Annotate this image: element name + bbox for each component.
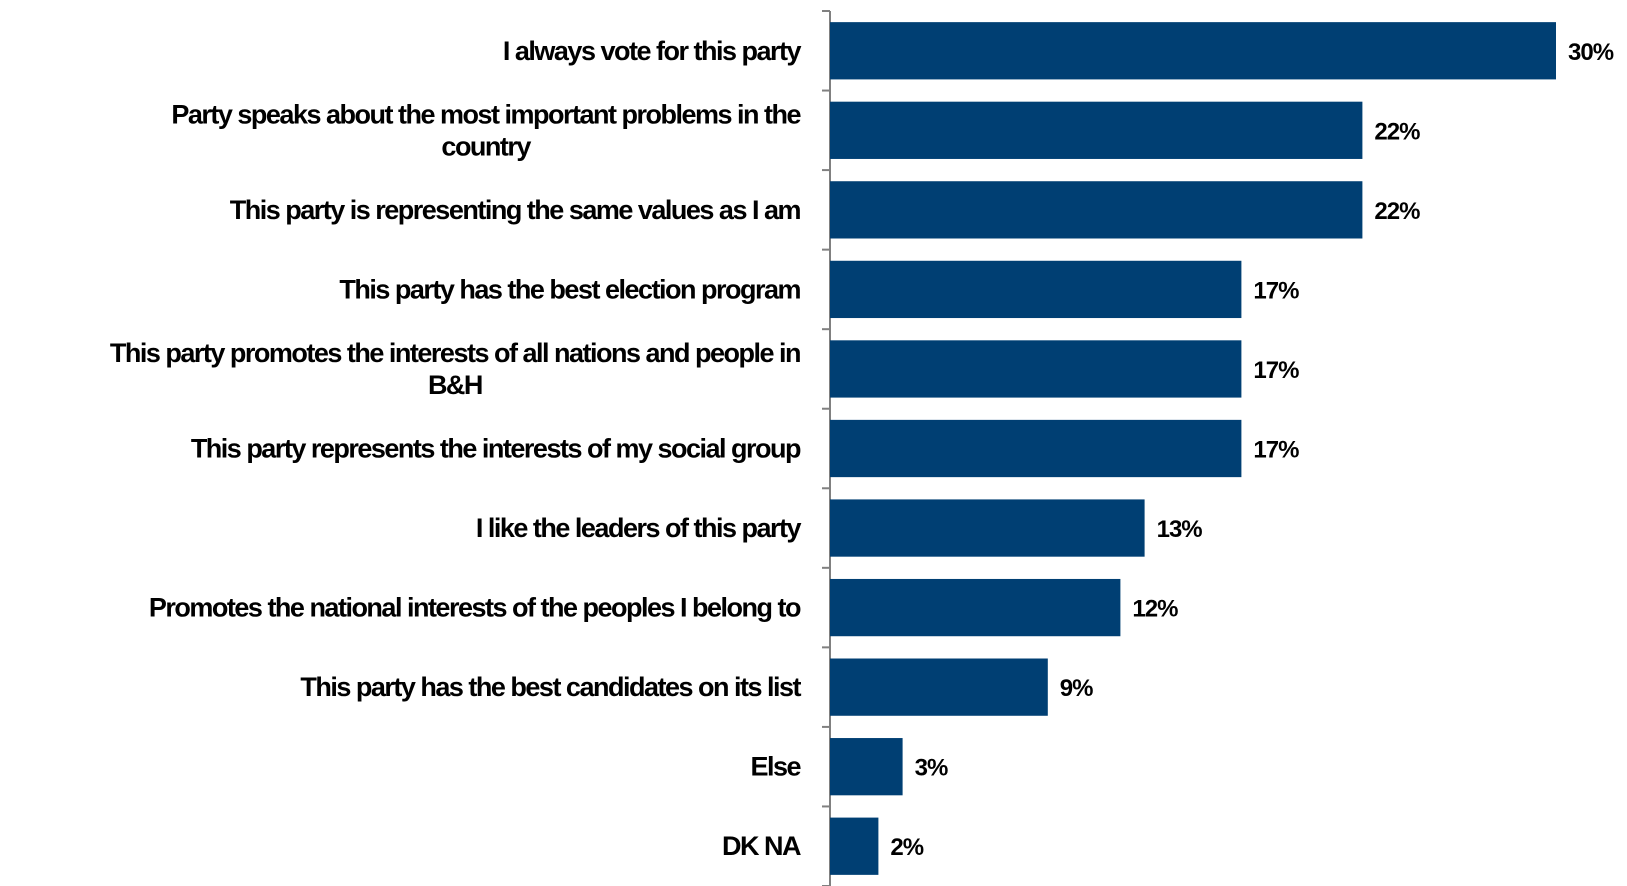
category-label-line: Party speaks about the most important pr… (171, 99, 801, 129)
bar (830, 22, 1556, 80)
bar-value-label: 9% (1060, 675, 1093, 702)
bar (830, 817, 879, 875)
bar-value-label: 2% (890, 834, 923, 861)
category-label-line: Else (750, 752, 801, 782)
bar (830, 738, 903, 796)
category-label: I always vote for this party (503, 36, 802, 66)
bar-value-label: 17% (1253, 357, 1299, 384)
bar (830, 419, 1242, 478)
category-labels-layer: I always vote for this party Party speaks… (110, 36, 803, 861)
category-label: Promotes the national interests of the p… (149, 593, 801, 623)
category-label-line: country (441, 131, 531, 161)
bar-value-label: 22% (1374, 118, 1420, 145)
category-label: This party has the best election program (339, 274, 800, 304)
category-label-line: This party promotes the interests of all… (110, 338, 800, 368)
category-label: I like the leaders of this party (476, 513, 802, 543)
category-label-line: Promotes the national interests of the p… (149, 593, 801, 623)
category-label-line: This party is representing the same valu… (230, 195, 801, 225)
category-label: This party promotes the interests of all… (110, 338, 800, 400)
bar (830, 658, 1048, 716)
category-label-line: I always vote for this party (503, 36, 802, 66)
category-label-line: This party has the best candidates on it… (300, 672, 801, 702)
category-label-line: B&H (428, 370, 482, 400)
category-label: This party represents the interests of m… (191, 434, 801, 464)
category-label-line: I like the leaders of this party (476, 513, 802, 543)
category-label-line: This party represents the interests of m… (191, 434, 801, 464)
bar (830, 260, 1242, 319)
bar (830, 340, 1242, 398)
bar (830, 499, 1145, 557)
bar (830, 101, 1363, 159)
bar-value-label: 17% (1253, 437, 1299, 464)
bar-value-label: 12% (1132, 596, 1178, 623)
bar-value-label: 22% (1374, 198, 1420, 225)
category-label-line: This party has the best election program (339, 274, 800, 304)
category-label-line: DK NA (722, 831, 801, 861)
bar (830, 578, 1121, 637)
bar-value-label: 3% (915, 755, 948, 782)
category-label: Else (750, 752, 801, 782)
bar-value-label: 13% (1157, 516, 1203, 543)
axis-layer (822, 10, 831, 886)
category-label: This party is representing the same valu… (230, 195, 801, 225)
category-label: This party has the best candidates on it… (300, 672, 801, 702)
category-label: Party speaks about the most important pr… (171, 99, 801, 161)
bar (830, 181, 1363, 239)
category-label: DK NA (722, 831, 801, 861)
bars-layer (830, 22, 1556, 875)
bar-value-label: 30% (1568, 39, 1614, 66)
value-labels-layer: 30% 22% 22% 17% 17% 17% 13% 12% 9% 3% 2% (890, 39, 1614, 861)
bar-value-label: 17% (1253, 277, 1299, 304)
